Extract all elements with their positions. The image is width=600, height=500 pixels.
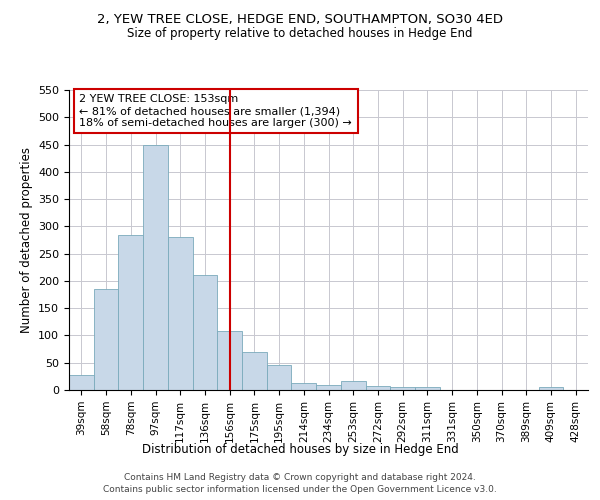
Bar [193, 276, 217, 390]
Bar [217, 331, 242, 390]
Text: 2 YEW TREE CLOSE: 153sqm
← 81% of detached houses are smaller (1,394)
18% of sem: 2 YEW TREE CLOSE: 153sqm ← 81% of detach… [79, 94, 352, 128]
Text: Distribution of detached houses by size in Hedge End: Distribution of detached houses by size … [142, 442, 458, 456]
Bar [267, 366, 292, 390]
Bar [242, 352, 267, 390]
Bar [341, 380, 365, 390]
Y-axis label: Number of detached properties: Number of detached properties [20, 147, 32, 333]
Bar [143, 144, 168, 390]
Bar [316, 384, 341, 390]
Bar [390, 388, 415, 390]
Bar [539, 388, 563, 390]
Text: 2, YEW TREE CLOSE, HEDGE END, SOUTHAMPTON, SO30 4ED: 2, YEW TREE CLOSE, HEDGE END, SOUTHAMPTO… [97, 12, 503, 26]
Text: Contains public sector information licensed under the Open Government Licence v3: Contains public sector information licen… [103, 485, 497, 494]
Bar [94, 289, 118, 390]
Bar [365, 386, 390, 390]
Bar [118, 234, 143, 390]
Bar [292, 383, 316, 390]
Bar [69, 374, 94, 390]
Text: Contains HM Land Registry data © Crown copyright and database right 2024.: Contains HM Land Registry data © Crown c… [124, 472, 476, 482]
Bar [415, 388, 440, 390]
Bar [168, 238, 193, 390]
Text: Size of property relative to detached houses in Hedge End: Size of property relative to detached ho… [127, 28, 473, 40]
